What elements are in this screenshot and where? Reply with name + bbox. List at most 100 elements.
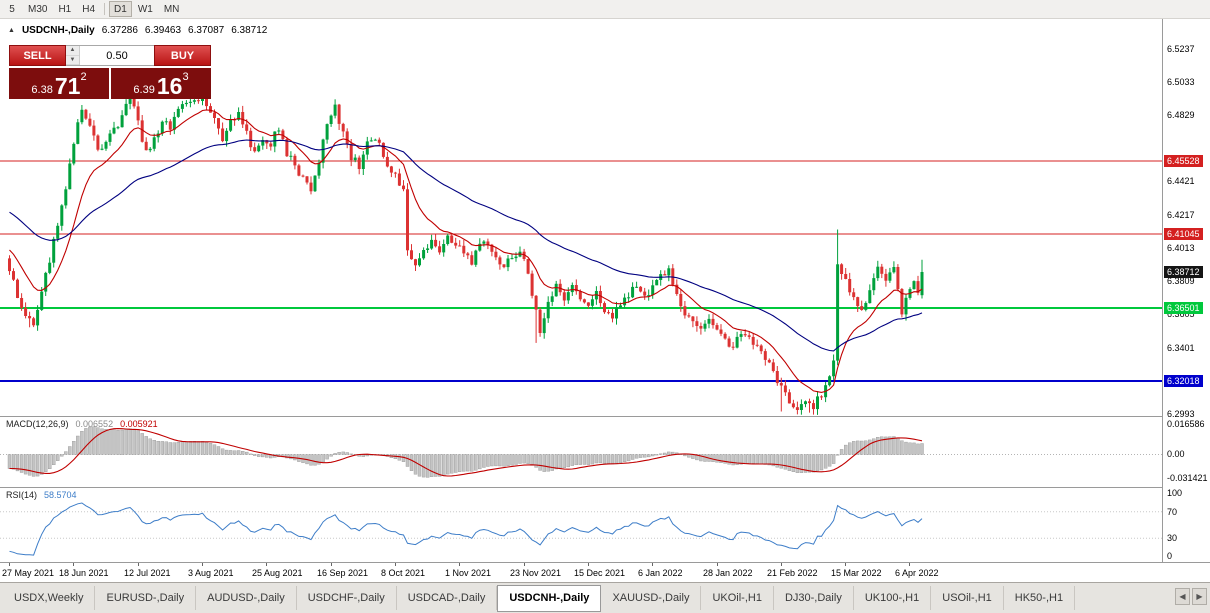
buy-button[interactable]: BUY xyxy=(154,45,211,66)
tab-scroll-left-icon[interactable]: ◀ xyxy=(1175,588,1190,605)
timeframe-button-mn[interactable]: MN xyxy=(163,3,180,15)
time-axis-label: 15 Dec 2021 xyxy=(574,568,626,578)
time-axis-label: 3 Aug 2021 xyxy=(188,568,234,578)
timeframe-button-h1[interactable]: H1 xyxy=(58,3,72,15)
rsi-axis-tick: 100 xyxy=(1167,488,1183,498)
price-level-badge: 6.32018 xyxy=(1164,375,1203,387)
time-axis-tick xyxy=(652,563,653,566)
rsi-label-row: RSI(14) 58.5704 xyxy=(6,490,77,500)
chart-tab-usoil-h1[interactable]: USOil-,H1 xyxy=(931,586,1004,610)
timeframe-button-h4[interactable]: H4 xyxy=(82,3,96,15)
time-axis-label: 16 Sep 2021 xyxy=(317,568,369,578)
timeframe-button-d1[interactable]: D1 xyxy=(109,1,132,17)
macd-name: MACD(12,26,9) xyxy=(6,419,69,429)
macd-signal-value: 0.005921 xyxy=(120,419,158,429)
chart-tab-dj30-daily[interactable]: DJ30-,Daily xyxy=(774,586,854,610)
price-axis-tick: 6.4829 xyxy=(1167,110,1195,120)
macd-main-value: 0.006552 xyxy=(75,419,114,429)
chart-tab-usdchf-daily[interactable]: USDCHF-,Daily xyxy=(297,586,397,610)
chart-tab-xauusd-daily[interactable]: XAUUSD-,Daily xyxy=(601,586,702,610)
time-axis-tick xyxy=(202,563,203,566)
timeframe-toolbar: 5 M30 H1 H4 D1 W1 MN xyxy=(0,0,1210,19)
time-axis-tick xyxy=(524,563,525,566)
sell-price-display[interactable]: 6.38 71 2 xyxy=(9,68,109,99)
time-axis-tick xyxy=(717,563,718,566)
time-axis-label: 1 Nov 2021 xyxy=(445,568,492,578)
price-axis-tick: 6.3401 xyxy=(1167,343,1195,353)
time-axis-tick xyxy=(459,563,460,566)
price-axis-tick: 6.4217 xyxy=(1167,210,1195,220)
rsi-panel[interactable] xyxy=(0,488,1162,562)
chart-tab-audusd-daily[interactable]: AUDUSD-,Daily xyxy=(196,586,297,610)
timeframe-button-w1[interactable]: W1 xyxy=(137,3,153,15)
macd-panel-separator[interactable] xyxy=(0,416,1210,417)
time-axis-tick xyxy=(395,563,396,566)
chart-ohlc-info: ▲ USDCNH-,Daily 6.37286 6.39463 6.37087 … xyxy=(8,25,267,36)
time-axis-tick xyxy=(845,563,846,566)
buy-price-display[interactable]: 6.39 16 3 xyxy=(111,68,211,99)
time-axis-tick xyxy=(331,563,332,566)
time-axis-tick xyxy=(138,563,139,566)
time-axis-tick xyxy=(73,563,74,566)
toolbar-separator xyxy=(104,3,106,15)
chart-tab-ukoil-h1[interactable]: UKOil-,H1 xyxy=(701,586,774,610)
price-level-badge: 6.41045 xyxy=(1164,228,1203,240)
ohlc-high: 6.39463 xyxy=(144,25,182,36)
time-axis-label: 25 Aug 2021 xyxy=(252,568,303,578)
time-axis-tick xyxy=(266,563,267,566)
chart-tab-uk100-h1[interactable]: UK100-,H1 xyxy=(854,586,932,610)
sell-price-big: 71 xyxy=(54,73,81,99)
chart-tab-eurusd-daily[interactable]: EURUSD-,Daily xyxy=(95,586,197,610)
ohlc-close: 6.38712 xyxy=(231,25,268,36)
time-axis-label: 21 Feb 2022 xyxy=(767,568,818,578)
price-axis-tick: 6.2993 xyxy=(1167,409,1195,419)
time-axis-label: 12 Jul 2021 xyxy=(124,568,171,578)
chart-tab-usdx-weekly[interactable]: USDX,Weekly xyxy=(3,586,96,610)
rsi-axis-tick: 70 xyxy=(1167,507,1178,517)
rsi-value: 58.5704 xyxy=(44,490,77,500)
volume-field[interactable]: ▲ ▼ 0.50 xyxy=(66,45,154,66)
volume-spinner[interactable]: ▲ ▼ xyxy=(66,46,80,65)
time-axis-label: 23 Nov 2021 xyxy=(510,568,562,578)
chart-tab-usdcad-daily[interactable]: USDCAD-,Daily xyxy=(397,586,498,610)
macd-axis-zero: 0.00 xyxy=(1167,449,1185,459)
volume-up-icon[interactable]: ▲ xyxy=(66,46,79,56)
price-axis-tick: 6.5033 xyxy=(1167,77,1195,87)
chart-tab-usdcnh-daily[interactable]: USDCNH-,Daily xyxy=(497,584,602,612)
time-axis-label: 27 May 2021 xyxy=(2,568,55,578)
price-axis-tick: 6.4421 xyxy=(1167,176,1195,186)
sell-button[interactable]: SELL xyxy=(9,45,66,66)
volume-down-icon[interactable]: ▼ xyxy=(66,55,79,65)
time-axis-label: 28 Jan 2022 xyxy=(703,568,753,578)
macd-axis-max: 0.016586 xyxy=(1167,419,1205,429)
sell-price-small: 6.38 xyxy=(31,84,53,96)
time-axis-label: 6 Jan 2022 xyxy=(638,568,683,578)
rsi-name: RSI(14) xyxy=(6,490,38,500)
time-axis-tick xyxy=(9,563,10,566)
tab-scroll-arrows: ◀ ▶ xyxy=(1175,588,1207,605)
price-axis-tick: 6.3809 xyxy=(1167,276,1195,286)
price-level-badge: 6.36501 xyxy=(1164,302,1203,314)
time-axis-label: 18 Jun 2021 xyxy=(59,568,109,578)
macd-panel[interactable] xyxy=(0,417,1162,487)
timeframe-button-m30[interactable]: M30 xyxy=(28,3,48,15)
time-axis-tick xyxy=(588,563,589,566)
time-axis-label: 15 Mar 2022 xyxy=(831,568,882,578)
price-chart[interactable] xyxy=(0,19,1162,416)
one-click-trading-widget: SELL ▲ ▼ 0.50 BUY 6.38 71 2 6.39 16 3 xyxy=(9,45,211,99)
timeframe-button-5[interactable]: 5 xyxy=(9,3,15,15)
price-level-badge: 6.45528 xyxy=(1164,155,1203,167)
rsi-axis-tick: 0 xyxy=(1167,551,1173,561)
price-level-badge: 6.38712 xyxy=(1164,266,1203,278)
chart-tab-hk50-h1[interactable]: HK50-,H1 xyxy=(1004,586,1076,610)
symbol-name: USDCNH-,Daily xyxy=(21,25,95,36)
tab-scroll-right-icon[interactable]: ▶ xyxy=(1192,588,1207,605)
time-axis-tick xyxy=(909,563,910,566)
time-axis-tick xyxy=(781,563,782,566)
time-axis[interactable]: 27 May 2021 18 Jun 2021 12 Jul 2021 3 Aug 2… xyxy=(0,562,1210,582)
volume-value[interactable]: 0.50 xyxy=(106,49,128,62)
price-axis-tick: 6.3605 xyxy=(1167,309,1195,319)
price-axis[interactable]: 6.5237 6.5033 6.4829 6.4421 6.4217 6.4013 6.38… xyxy=(1162,19,1210,562)
rsi-panel-separator[interactable] xyxy=(0,487,1210,488)
